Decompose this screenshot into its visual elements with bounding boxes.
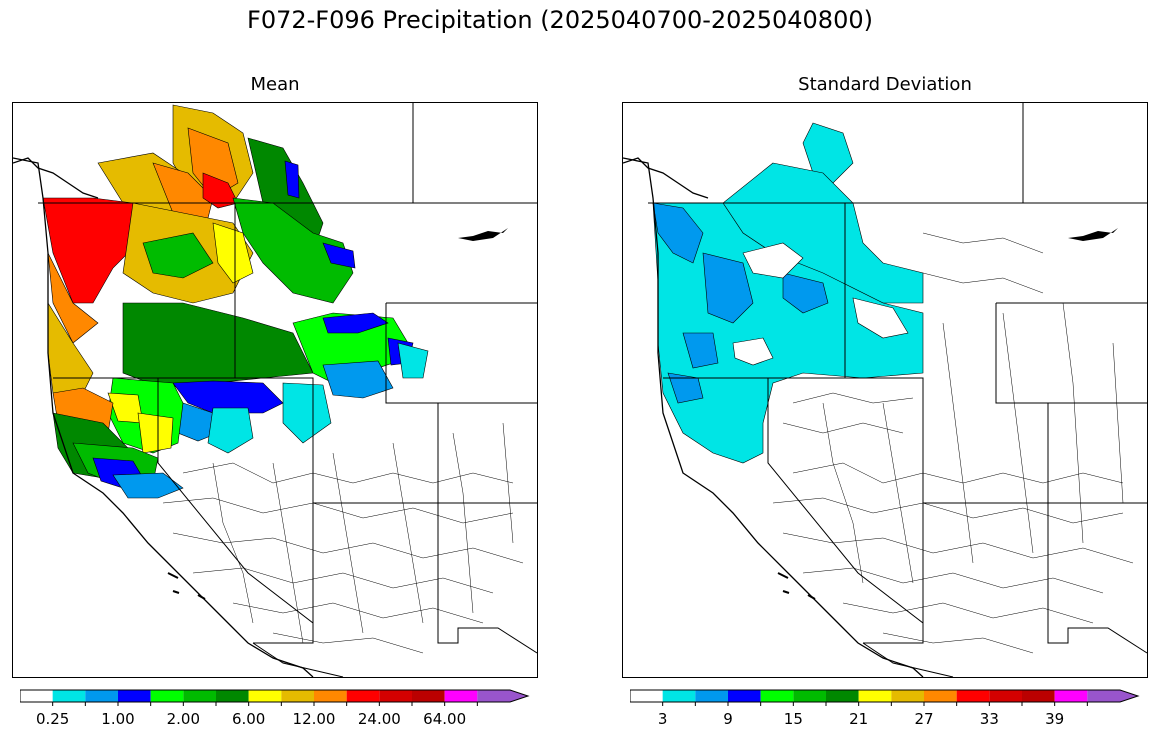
mean-colorbar-swatch — [216, 690, 249, 702]
mean-map — [12, 102, 538, 678]
mean-puget-sound — [13, 157, 99, 199]
stddev-colorbar-outline — [629, 689, 1140, 703]
mean-colorbar-extend — [477, 690, 528, 702]
mean-colorbar-label: 1.00 — [101, 710, 135, 728]
figure-title: F072-F096 Precipitation (2025040700-2025… — [247, 6, 873, 34]
stddev-colorbar: 3 9 15 21 27 33 39 — [629, 688, 1150, 738]
stddev-colorbar-label: 33 — [979, 710, 999, 728]
panel-title-stddev: Standard Deviation — [798, 74, 972, 95]
mean-colorbar-swatch — [412, 690, 445, 702]
stddev-colorbar-swatch — [858, 690, 892, 702]
mean-basin-outlines — [162, 422, 524, 654]
stddev-islands — [777, 572, 816, 600]
mean-colorbar-swatch — [248, 690, 282, 702]
stddev-colorbar-label: 21 — [849, 710, 869, 728]
mean-colorbar-swatch — [85, 690, 118, 702]
mean-colorbar-swatch — [379, 690, 412, 702]
mean-colorbar-swatch — [183, 690, 216, 702]
stddev-colorbar-swatch — [989, 690, 1022, 702]
stddev-colorbar-swatch — [956, 690, 990, 702]
mean-colorbar-svg — [19, 689, 530, 706]
mean-colorbar-outline — [19, 689, 530, 703]
stddev-colorbar-label: 9 — [723, 710, 733, 728]
stddev-map-canvas — [623, 103, 1147, 677]
mean-colorbar-label: 12.00 — [292, 710, 336, 728]
mean-colorbar-swatch — [118, 690, 151, 702]
mean-colorbar-swatch — [20, 690, 53, 702]
stddev-colorbar-swatch — [891, 690, 924, 702]
stddev-colorbar-swatch — [728, 690, 761, 702]
stddev-colorbar-swatch — [695, 690, 728, 702]
stddev-colorbar-swatch — [793, 690, 826, 702]
mean-colorbar-swatch — [281, 690, 314, 702]
stddev-precip-fill — [652, 122, 924, 464]
mean-colorbar-label: 2.00 — [166, 710, 201, 728]
mean-colorbar-swatch — [52, 690, 86, 702]
mean-colorbar-swatch — [444, 690, 478, 702]
mean-colorbar-label: 0.25 — [35, 710, 70, 728]
stddev-puget-sound — [623, 157, 709, 199]
stddev-lake — [1068, 228, 1118, 241]
mean-colorbar-label: 6.00 — [231, 710, 266, 728]
stddev-colorbar-swatch — [630, 690, 663, 702]
mean-state-borders — [38, 103, 537, 677]
stddev-colorbar-swatch — [1022, 690, 1055, 702]
mean-islands — [167, 572, 206, 600]
mean-colorbar-label: 64.00 — [423, 710, 467, 728]
stddev-colorbar-swatch — [924, 690, 957, 702]
stddev-colorbar-label: 15 — [783, 710, 803, 728]
mean-colorbar-label: 24.00 — [357, 710, 401, 728]
mean-colorbar: 0.25 1.00 2.00 6.00 12.00 24.00 64.00 — [19, 688, 540, 738]
stddev-colorbar-label: 39 — [1045, 710, 1065, 728]
mean-coastline — [13, 157, 314, 677]
stddev-colorbar-label: 3 — [657, 710, 668, 728]
stddev-coastline — [623, 157, 924, 677]
mean-colorbar-swatch — [150, 690, 184, 702]
stddev-colorbar-svg — [629, 689, 1140, 706]
stddev-state-borders — [648, 103, 1147, 677]
panel-title-mean: Mean — [250, 74, 300, 95]
stddev-colorbar-extend — [1087, 690, 1138, 702]
stddev-colorbar-swatch — [760, 690, 794, 702]
mean-precip-fill — [42, 104, 429, 499]
mean-lake — [458, 228, 508, 241]
stddev-colorbar-swatch — [1054, 690, 1088, 702]
stddev-colorbar-swatch — [662, 690, 696, 702]
stddev-map — [622, 102, 1148, 678]
stddev-basin-outlines — [772, 232, 1134, 654]
stddev-colorbar-label: 27 — [914, 710, 934, 728]
mean-map-canvas — [13, 103, 537, 677]
mean-colorbar-swatch — [346, 690, 380, 702]
mean-colorbar-swatch — [314, 690, 347, 702]
stddev-colorbar-swatch — [826, 690, 859, 702]
